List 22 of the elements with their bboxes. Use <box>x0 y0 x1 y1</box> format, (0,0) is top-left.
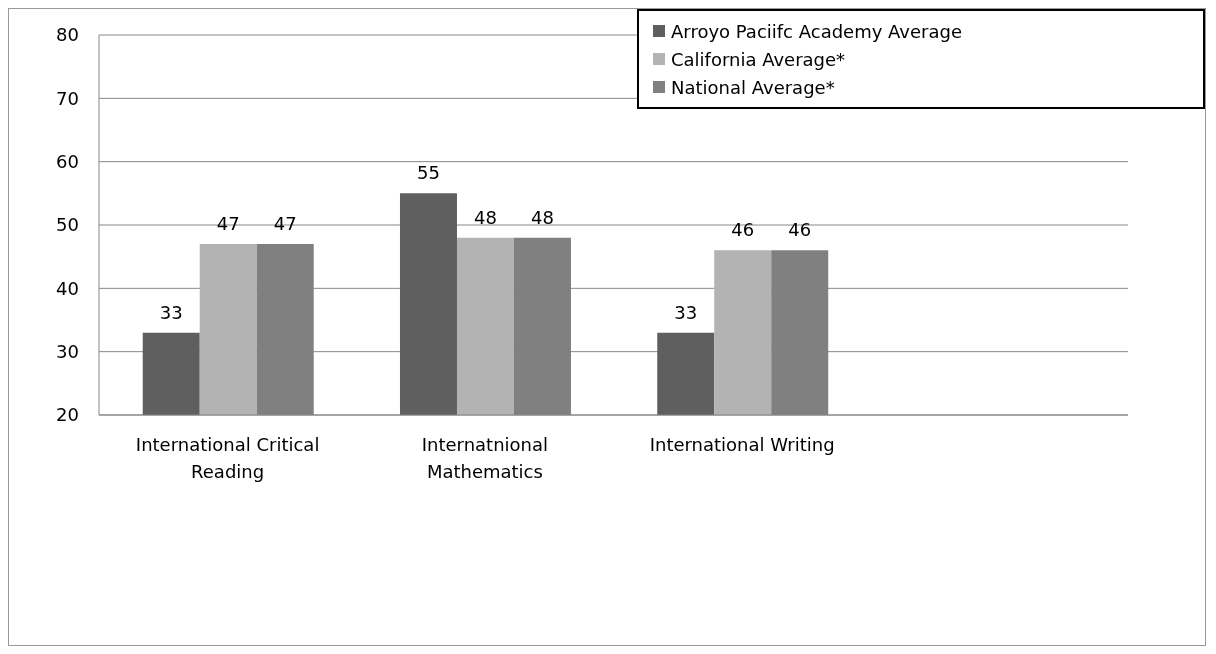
data-label: 33 <box>159 301 183 323</box>
data-label: 47 <box>273 213 297 234</box>
y-tick-label: 20 <box>56 404 79 426</box>
y-tick-label: 30 <box>56 341 79 363</box>
y-tick-label: 70 <box>56 87 79 109</box>
x-tick-label: Internatnional Mathematics <box>421 434 549 482</box>
data-label: 46 <box>731 219 755 241</box>
y-tick-label: 60 <box>56 151 79 173</box>
x-tick-label: International Writing <box>649 434 835 455</box>
data-label: 47 <box>216 213 240 234</box>
legend-label: California Average* <box>671 48 846 70</box>
x-tick-label: International Critical Reading <box>135 434 320 482</box>
data-label: 55 <box>417 162 440 184</box>
y-tick-label: 80 <box>56 24 79 46</box>
data-label: 33 <box>674 301 698 323</box>
data-label: 48 <box>474 206 497 228</box>
y-tick-label: 50 <box>56 214 79 236</box>
data-label: 46 <box>788 219 812 241</box>
legend-label: Arroyo Paciifc Academy Average <box>671 20 962 42</box>
y-tick-label: 40 <box>56 277 79 299</box>
legend-label: National Average* <box>671 76 835 98</box>
data-label: 48 <box>531 206 554 228</box>
